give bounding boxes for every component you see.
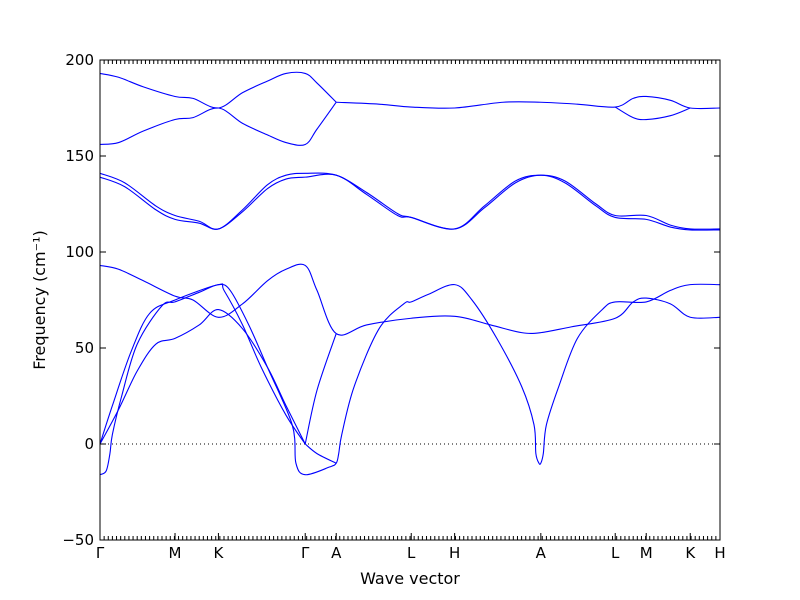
band-line (100, 71, 337, 109)
x-tick-label: Γ (96, 544, 105, 562)
band-line (100, 263, 720, 336)
band-line (100, 173, 720, 231)
x-tick-label: H (714, 544, 725, 562)
x-tick-label: K (213, 544, 224, 562)
band-line (304, 443, 337, 464)
plot-area (100, 71, 720, 476)
y-tick-label: 50 (75, 339, 94, 357)
x-tick-label: L (611, 544, 620, 562)
band-line (100, 309, 306, 445)
y-tick-label: 0 (84, 435, 94, 453)
y-tick-label: 100 (65, 243, 94, 261)
band-line (304, 333, 337, 445)
x-tick-label: M (169, 544, 182, 562)
x-axis-label: Wave vector (360, 569, 460, 588)
band-line (336, 95, 720, 110)
y-tick-label: −50 (62, 531, 94, 549)
band-line (100, 101, 337, 146)
x-tick-label: A (331, 544, 342, 562)
x-tick-label: K (685, 544, 696, 562)
y-axis-label: Frequency (cm⁻¹) (30, 230, 49, 369)
band-line (100, 172, 720, 230)
band-line (614, 106, 691, 121)
x-tick-label: A (536, 544, 547, 562)
band-line (100, 283, 720, 476)
y-tick-label: 200 (65, 51, 94, 69)
x-tick-label: Γ (301, 544, 310, 562)
x-tick-label: M (640, 544, 653, 562)
y-tick-label: 150 (65, 147, 94, 165)
x-tick-label: H (449, 544, 460, 562)
x-tick-label: L (407, 544, 416, 562)
